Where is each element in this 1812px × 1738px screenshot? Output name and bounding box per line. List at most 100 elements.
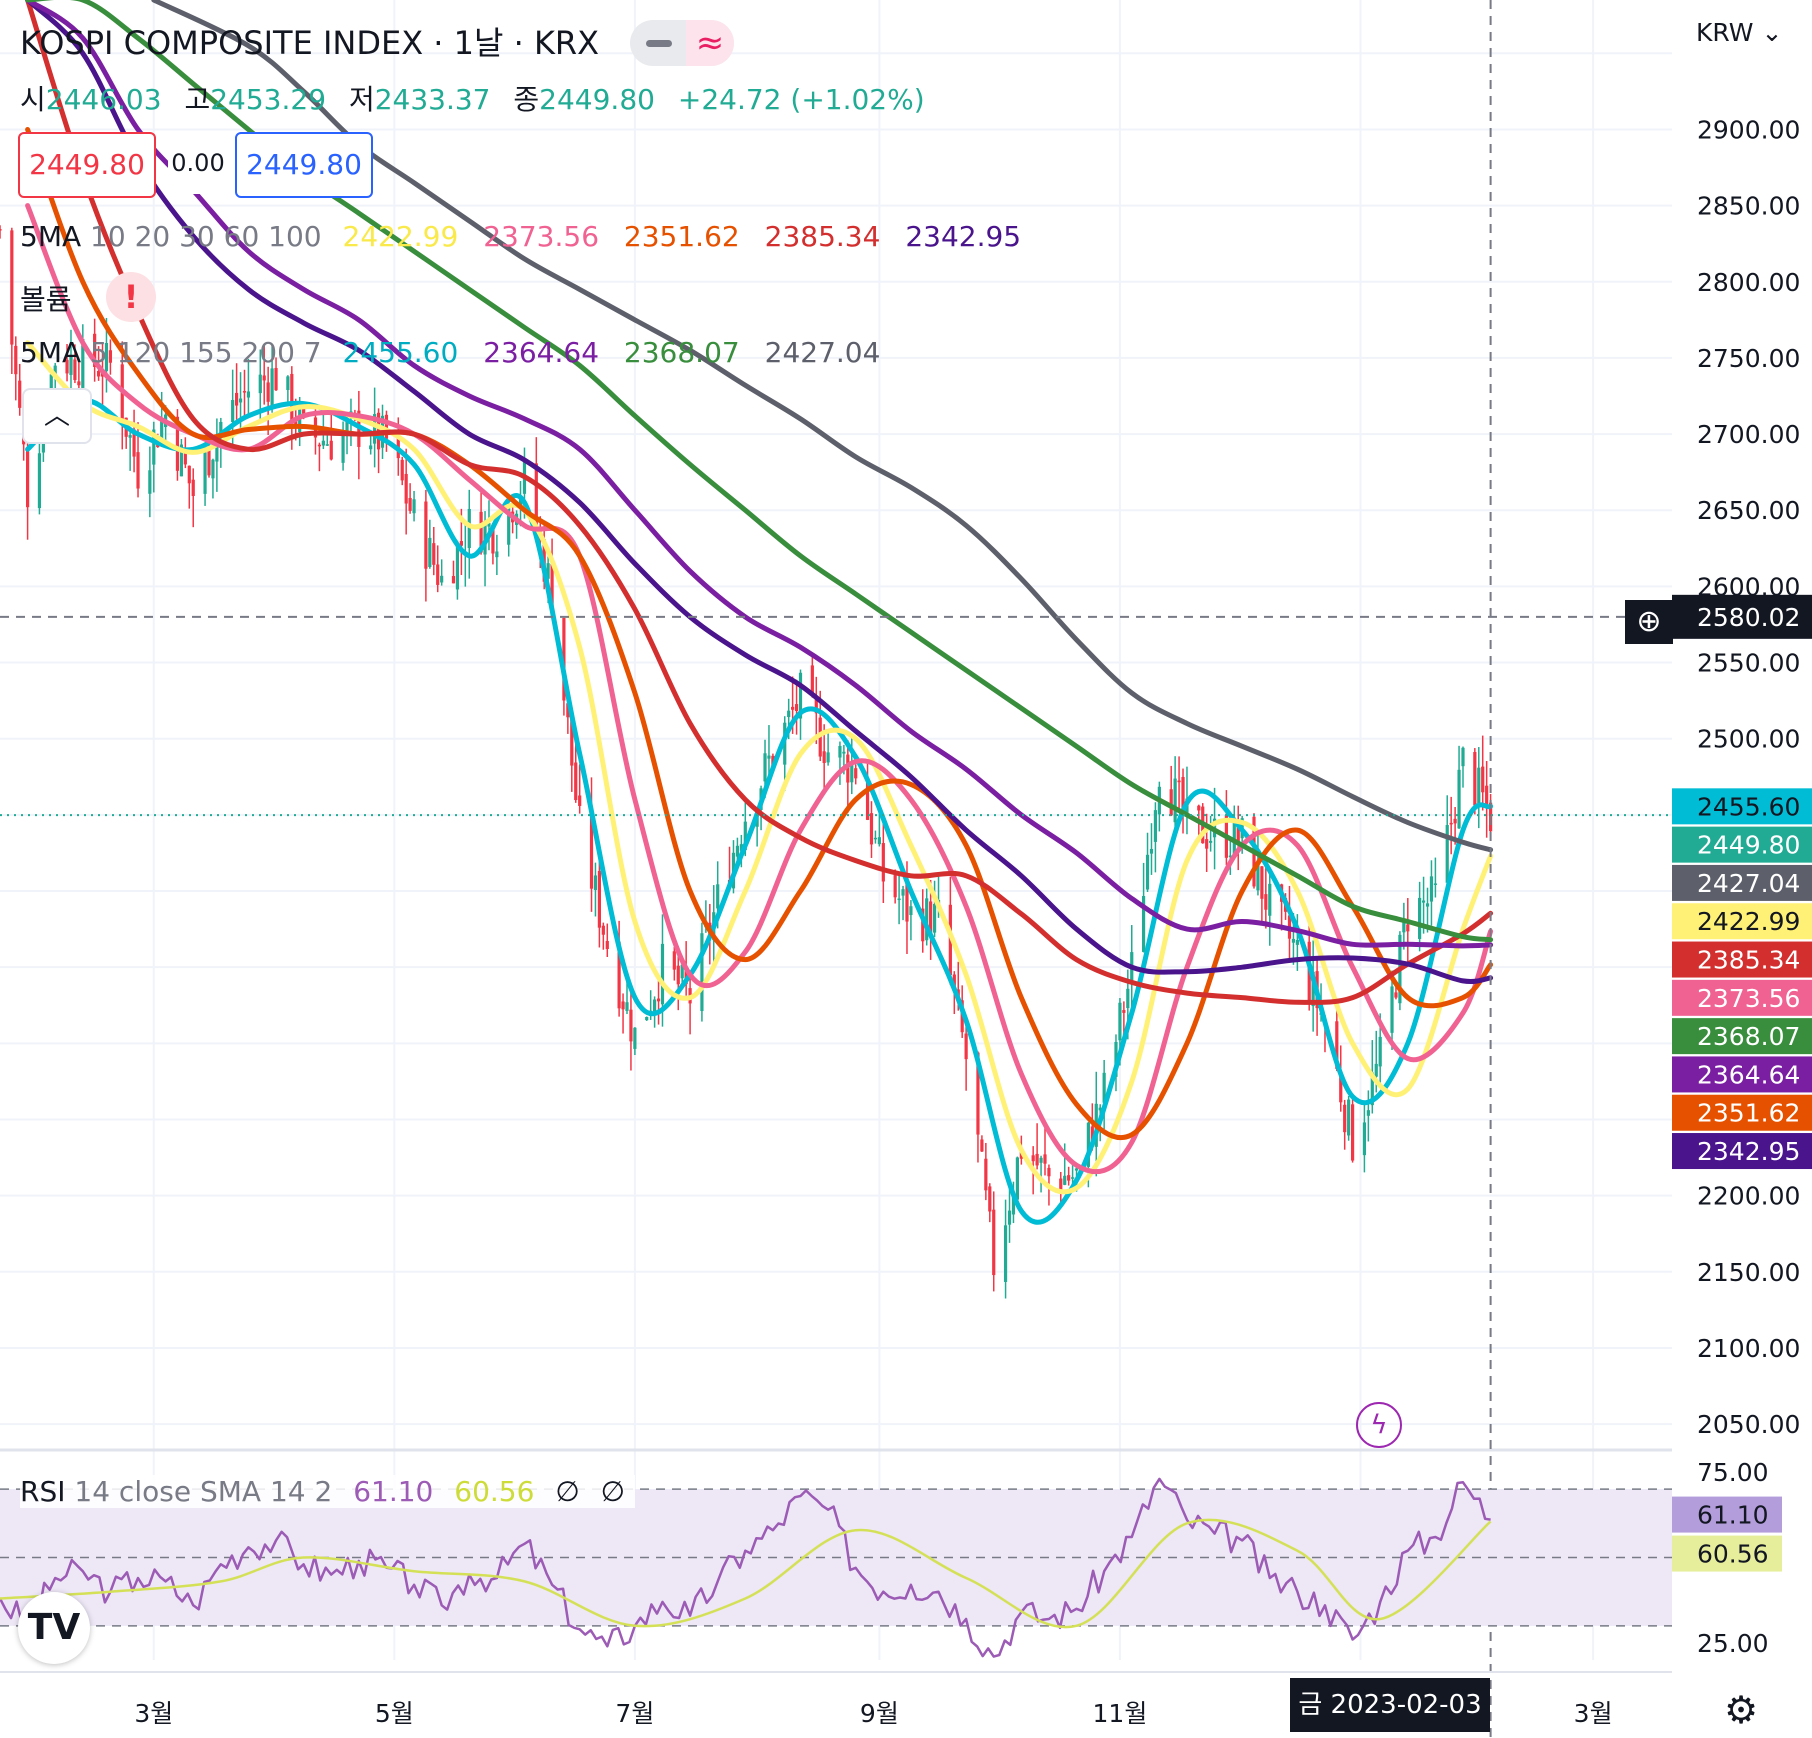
candle-body[interactable] [1098,1107,1102,1111]
candle-body[interactable] [404,473,408,504]
candle-body[interactable] [1485,785,1489,805]
plus-icon[interactable]: ⊕ [1625,600,1673,644]
candle-body[interactable] [921,908,925,942]
candle-body[interactable] [645,1016,649,1021]
candle-body[interactable] [1063,1175,1067,1185]
candle-body[interactable] [826,752,830,763]
candle-body[interactable] [428,537,432,568]
candle-body[interactable] [1425,903,1430,907]
candle-body[interactable] [1461,747,1465,767]
candle-body[interactable] [108,350,113,363]
candle-body[interactable] [929,901,933,937]
candle-body[interactable] [495,551,499,558]
candle-body[interactable] [1035,1153,1039,1166]
candle-body[interactable] [26,451,30,508]
candle-body[interactable] [566,703,570,718]
candle-body[interactable] [881,843,885,882]
candle-body[interactable] [440,575,444,583]
candle-body[interactable] [1260,866,1264,899]
candle-body[interactable] [1232,817,1236,857]
candle-body[interactable] [964,1033,968,1060]
candle-body[interactable] [1457,769,1461,829]
candle-body[interactable] [877,837,881,845]
candle-body[interactable] [550,563,554,615]
candle-body[interactable] [601,925,605,935]
candle-body[interactable] [534,463,538,531]
candle-body[interactable] [487,523,491,527]
candle-body[interactable] [1011,1194,1016,1215]
candle-body[interactable] [507,506,511,545]
candle-body[interactable] [1102,1072,1106,1103]
candle-body[interactable] [152,429,156,465]
candle-body[interactable] [854,768,858,779]
candle-body[interactable] [187,465,191,484]
candle-body[interactable] [794,704,799,711]
candle-body[interactable] [932,903,937,933]
candle-body[interactable] [191,479,195,497]
ma-20-line[interactable] [25,203,1494,1175]
candle-body[interactable] [1003,1225,1008,1282]
candle-body[interactable] [901,889,905,896]
collapse-legend-button[interactable]: ︿ [22,388,92,444]
candle-body[interactable] [660,943,665,1005]
candle-body[interactable] [1173,778,1177,823]
lightning-icon[interactable]: ϟ [1356,1402,1402,1448]
candle-body[interactable] [716,884,720,909]
candle-body[interactable] [984,1158,988,1191]
candle-body[interactable] [988,1186,992,1212]
candle-body[interactable] [1149,848,1154,854]
ma-100-line[interactable] [25,0,1494,984]
candle-body[interactable] [1043,1154,1047,1164]
candle-body[interactable] [369,445,373,450]
candle-body[interactable] [211,459,215,479]
candle-body[interactable] [842,751,846,754]
candle-body[interactable] [0,229,2,231]
ma-200-line[interactable] [151,0,1494,853]
candle-body[interactable] [589,807,594,889]
candle-body[interactable] [1406,924,1410,932]
candle-body[interactable] [605,940,609,950]
candle-body[interactable] [1378,1036,1382,1067]
candle-body[interactable] [321,440,325,446]
candle-body[interactable] [1256,861,1260,891]
candle-body[interactable] [680,964,684,979]
candle-body[interactable] [1118,1002,1122,1041]
ma-5-line[interactable] [25,398,1494,1225]
candle-body[interactable] [976,1052,980,1135]
candle-body[interactable] [617,941,621,1009]
candle-body[interactable] [1122,1010,1126,1013]
candle-body[interactable] [491,527,495,554]
candle-body[interactable] [1370,1072,1374,1106]
candle-body[interactable] [763,753,767,782]
candle-body[interactable] [1366,1110,1370,1116]
candle-body[interactable] [1059,1178,1063,1192]
candle-body[interactable] [81,338,85,388]
candle-body[interactable] [459,541,463,546]
candle-body[interactable] [298,408,302,433]
candle-body[interactable] [479,511,483,553]
candle-body[interactable] [1205,839,1209,849]
candle-body[interactable] [653,999,657,1012]
candle-body[interactable] [1209,840,1213,843]
volume-legend[interactable]: 볼륨 [20,283,72,316]
symbol-title[interactable]: KOSPI COMPOSITE INDEX · 1날 · KRX [20,24,600,62]
candle-body[interactable] [767,755,771,759]
candle-body[interactable] [1433,883,1437,885]
candle-body[interactable] [1362,1122,1367,1156]
rsi-legend[interactable]: RSI 14 close SMA 14 2 61.10 60.56 ∅ ∅ [20,1475,636,1508]
candle-body[interactable] [1181,776,1185,814]
candle-body[interactable] [96,370,101,377]
candle-body[interactable] [798,672,803,719]
candle-body[interactable] [1145,854,1150,890]
candle-body[interactable] [128,435,132,438]
candle-body[interactable] [1477,767,1481,804]
candle-body[interactable] [455,543,460,590]
candle-body[interactable] [266,382,270,402]
candle-body[interactable] [412,499,416,514]
candle-body[interactable] [160,420,164,443]
candle-body[interactable] [132,429,136,457]
candle-body[interactable] [633,1027,637,1049]
candle-body[interactable] [1268,883,1272,916]
candle-body[interactable] [373,414,377,444]
